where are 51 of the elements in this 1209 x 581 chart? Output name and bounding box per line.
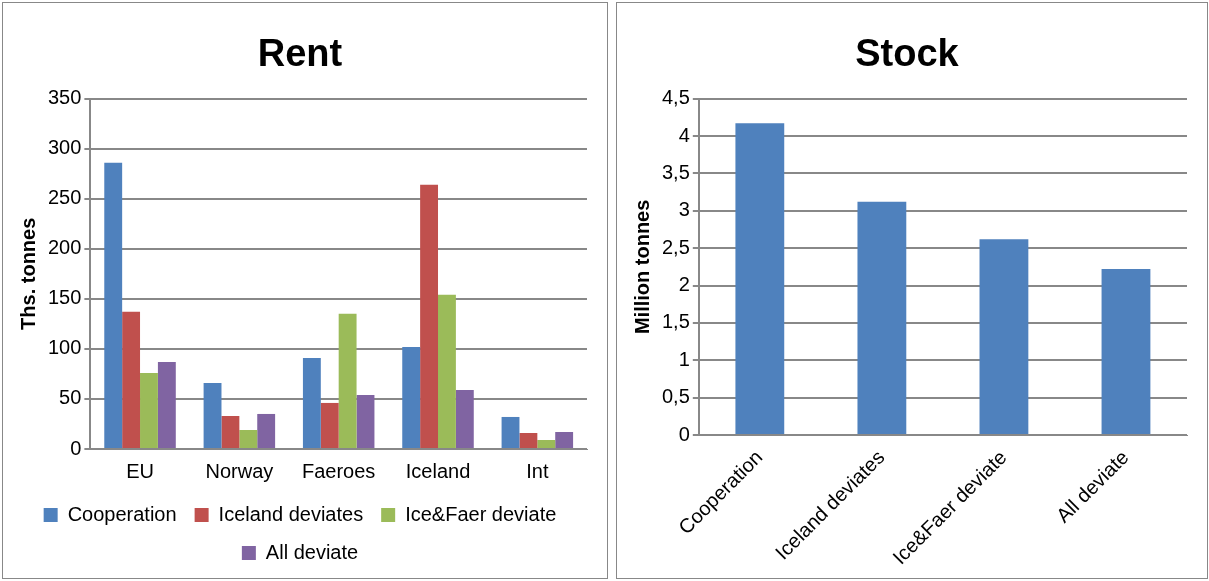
y-axis-title: Million tonnes: [630, 199, 653, 335]
y-tick-label: 250: [47, 186, 82, 209]
bar: [320, 402, 339, 448]
bar: [203, 382, 222, 448]
y-tick-label: 4,5: [661, 86, 690, 109]
x-tick-label: Iceland: [405, 459, 471, 482]
bar: [221, 415, 240, 448]
bar: [338, 313, 357, 448]
y-tick-label: 50: [59, 386, 82, 409]
bar: [356, 394, 375, 448]
y-axis-title: Ths. tonnes: [16, 217, 39, 330]
bar: [979, 239, 1029, 435]
y-tick-label: 1,5: [661, 310, 690, 333]
y-tick-label: 3,5: [661, 160, 690, 183]
bar: [140, 372, 158, 448]
bar: [1101, 269, 1151, 435]
x-tick-label: Norway: [205, 459, 274, 482]
y-tick-label: 0,5: [661, 385, 690, 408]
y-tick-label: 200: [47, 236, 82, 259]
x-tick-label: Int: [526, 459, 549, 482]
bar: [257, 413, 276, 448]
y-tick-label: 2,5: [661, 235, 690, 258]
bar: [157, 361, 176, 448]
chart-title: Rent: [257, 32, 343, 75]
y-tick-label: 2: [678, 273, 690, 296]
bar: [104, 162, 123, 448]
y-tick-label: 300: [47, 136, 82, 159]
bar: [302, 357, 321, 448]
bar: [735, 123, 785, 435]
y-tick-label: 350: [47, 86, 82, 109]
y-tick-label: 1: [678, 347, 690, 370]
bar: [402, 346, 421, 448]
chart-title: Stock: [855, 32, 960, 75]
bar: [537, 439, 556, 448]
y-tick-label: 4: [678, 123, 690, 146]
x-tick-label: EU: [126, 459, 154, 482]
bar: [555, 431, 574, 448]
y-tick-label: 150: [47, 286, 82, 309]
bar: [420, 184, 439, 448]
bar: [519, 432, 538, 448]
bar: [501, 416, 520, 448]
bar: [239, 429, 258, 448]
bar: [122, 311, 141, 448]
y-tick-label: 3: [678, 198, 690, 221]
y-tick-label: 100: [47, 336, 82, 359]
y-tick-label: 0: [678, 422, 690, 445]
x-tick-label: Faeroes: [302, 459, 376, 482]
bar: [455, 389, 474, 448]
y-tick-label: 0: [70, 436, 82, 459]
bar: [857, 201, 907, 435]
bar: [438, 294, 456, 448]
